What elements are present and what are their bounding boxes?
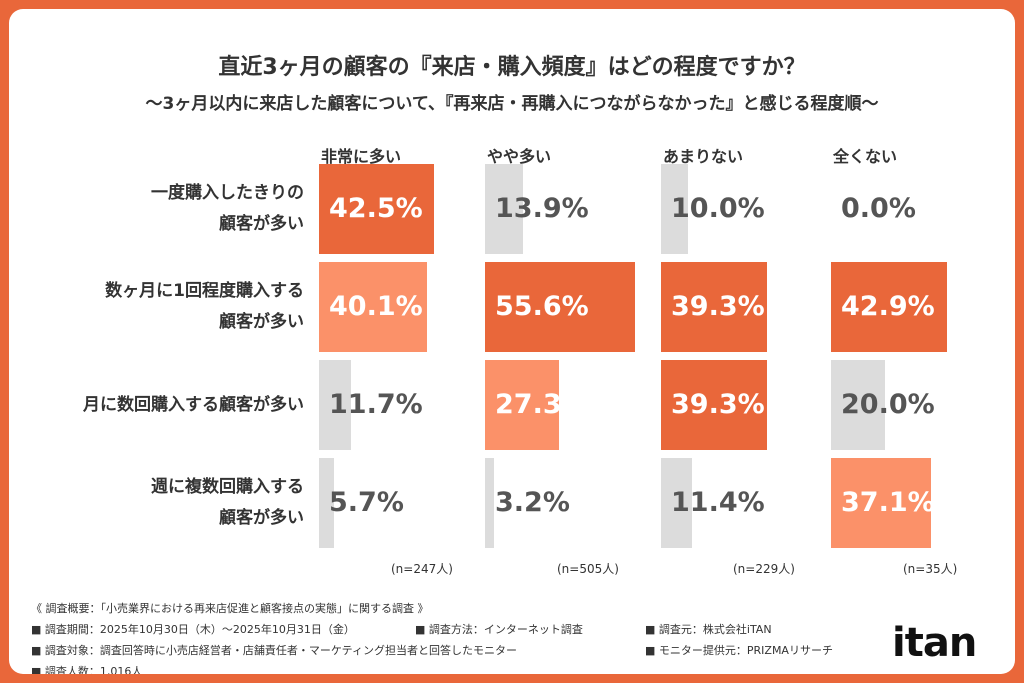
bar <box>485 458 494 548</box>
sample-size-label: (n=505人) <box>557 562 619 576</box>
footer-method: ■ 調査方法：インターネット調査 <box>415 623 583 636</box>
data-label: 37.1% <box>841 487 935 518</box>
data-label: 13.9% <box>495 193 589 224</box>
data-label: 10.0% <box>671 193 765 224</box>
data-label: 39.3% <box>671 389 765 420</box>
data-label: 0.0% <box>841 193 916 224</box>
bar <box>319 458 334 548</box>
bar <box>831 262 947 352</box>
bar <box>661 360 767 450</box>
data-label: 20.0% <box>841 389 935 420</box>
infographic-card: 直近3ヶ月の顧客の『来店・購入頻度』はどの程度ですか？ 〜3ヶ月以内に来店した顧… <box>9 9 1015 674</box>
data-label: 11.7% <box>329 389 423 420</box>
sample-size-label: (n=247人) <box>391 562 453 576</box>
data-label: 5.7% <box>329 487 404 518</box>
bar <box>661 164 688 254</box>
itan-logo: itan <box>892 620 977 666</box>
bar <box>661 458 692 548</box>
footer-target: ■ 調査対象：調査回答時に小売店経営者・店舗責任者・マーケティング担当者と回答し… <box>31 644 518 657</box>
column-header: 非常に多い <box>321 147 402 166</box>
data-label: 42.5% <box>329 193 423 224</box>
row-label: 数ヶ月に1回程度購入する 顧客が多い <box>105 281 304 332</box>
sample-size-label: (n=35人) <box>903 562 958 576</box>
bar <box>319 164 434 254</box>
data-label: 39.3% <box>671 291 765 322</box>
sample-size-label: (n=229人) <box>733 562 795 576</box>
data-label: 55.6% <box>495 291 589 322</box>
row-label: 週に複数回購入する 顧客が多い <box>151 477 304 528</box>
bar <box>485 164 523 254</box>
data-label: 3.2% <box>495 487 570 518</box>
bar <box>319 262 427 352</box>
row-label: 月に数回購入する顧客が多い <box>83 394 304 415</box>
footer-source: ■ 調査元：株式会社iTAN <box>645 623 772 636</box>
bar <box>485 360 559 450</box>
bar <box>485 262 635 352</box>
column-header: やや多い <box>487 147 552 166</box>
bar <box>831 360 885 450</box>
bar <box>319 360 351 450</box>
data-label: 40.1% <box>329 291 423 322</box>
footer-provider: ■ モニター提供元：PRIZMAリサーチ <box>645 644 833 657</box>
footer-count: ■ 調査人数：1,016人 <box>31 665 143 674</box>
column-header: あまりない <box>663 147 744 166</box>
chart-subtitle: 〜3ヶ月以内に来店した顧客について、『再来店・再購入につながらなかった』と感じる… <box>145 94 879 114</box>
column-header: 全くない <box>833 147 898 166</box>
row-label: 一度購入したきりの 顧客が多い <box>151 183 304 234</box>
bar <box>661 262 767 352</box>
data-label: 27.3% <box>495 389 589 420</box>
chart-title: 直近3ヶ月の顧客の『来店・購入頻度』はどの程度ですか？ <box>218 55 806 80</box>
footer-period: ■ 調査期間：2025年10月30日（木）〜2025年10月31日（金） <box>31 623 355 636</box>
data-label: 42.9% <box>841 291 935 322</box>
data-label: 11.4% <box>671 487 765 518</box>
bar <box>831 458 931 548</box>
footer-summary: 《 調査概要：「小売業界における再来店促進と顧客接点の実態」に関する調査 》 <box>31 602 429 615</box>
